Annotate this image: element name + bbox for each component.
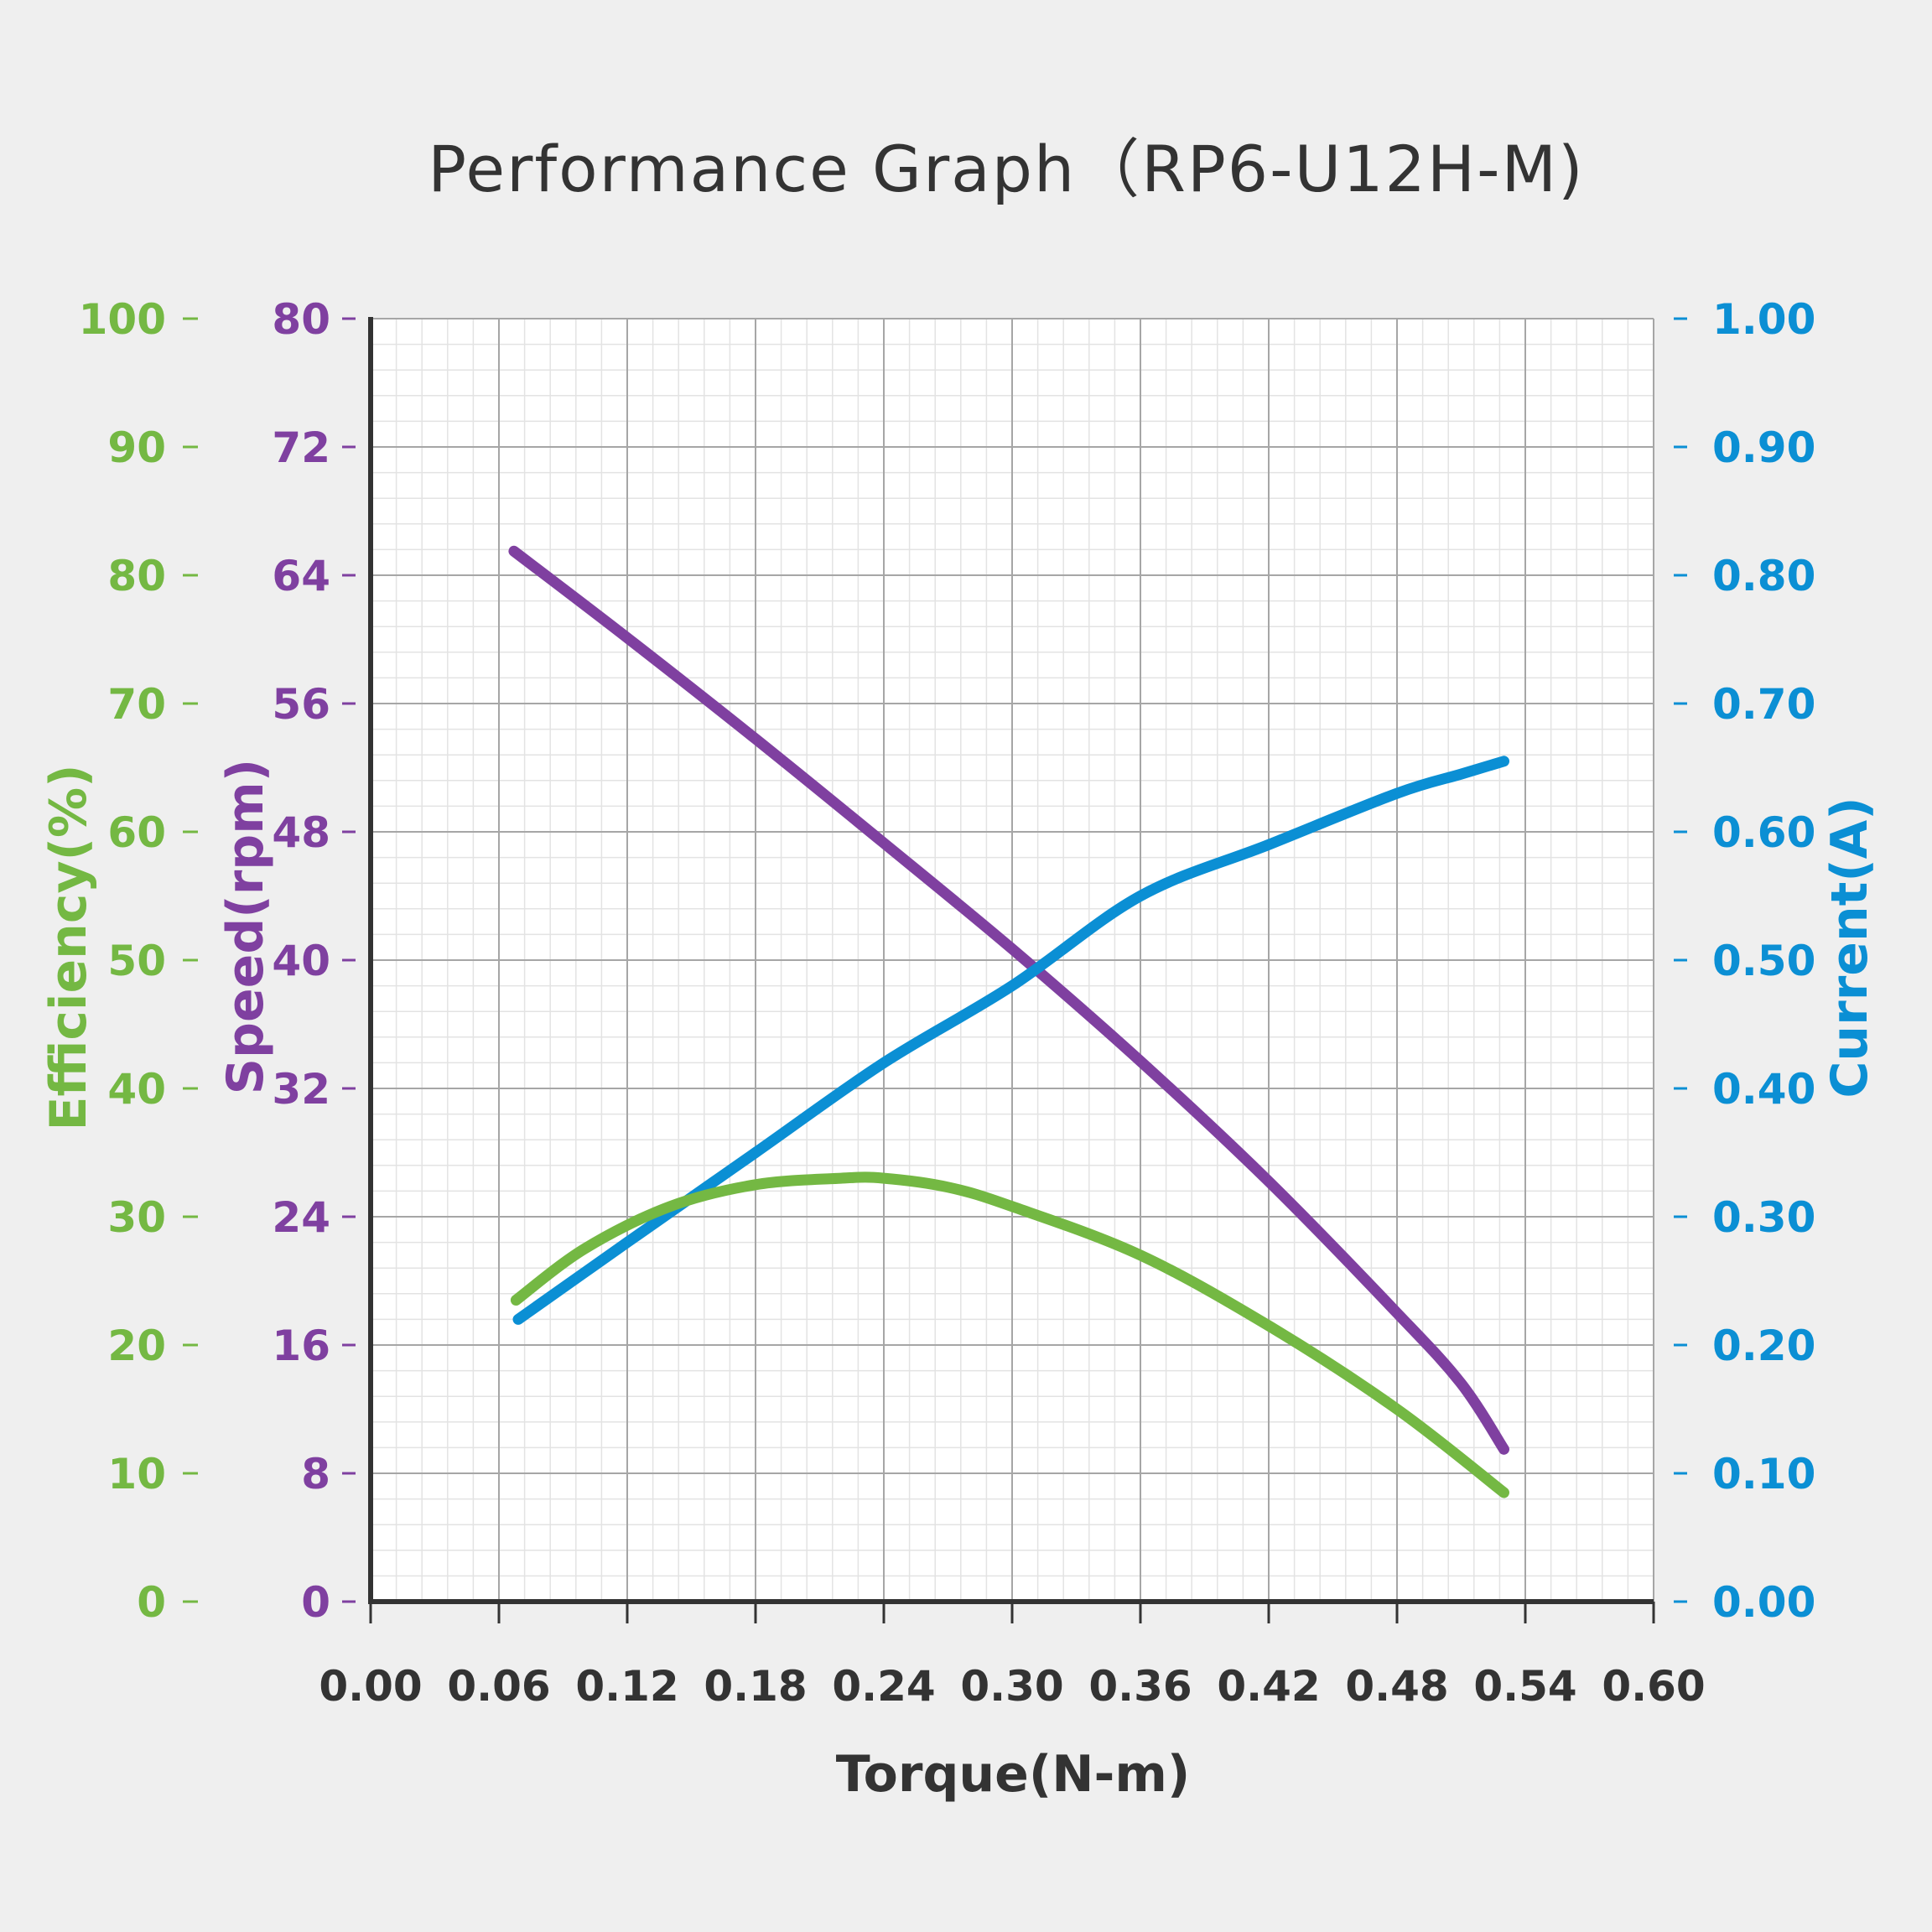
speed-tick-label: 16 xyxy=(272,1322,330,1370)
speed-tick-label: 40 xyxy=(272,937,330,985)
speed-tick-label: 8 xyxy=(301,1450,330,1498)
efficiency-tick-label: 40 xyxy=(107,1065,166,1114)
axis-titles: Torque(N-m) Efficiency(%) Speed(rpm) Curren… xyxy=(39,759,1879,1804)
efficiency-tick-label: 90 xyxy=(107,423,166,472)
current-axis-title: Current(A) xyxy=(1820,797,1879,1098)
speed-axis-title: Speed(rpm) xyxy=(216,759,275,1094)
x-tick-label: 0.60 xyxy=(1602,1662,1705,1711)
current-tick-label: 0.00 xyxy=(1712,1578,1815,1627)
speed-tick-label: 48 xyxy=(272,808,330,857)
major-grid xyxy=(371,318,1654,1602)
efficiency-tick-label: 30 xyxy=(107,1193,166,1242)
speed-tick-label: 72 xyxy=(272,423,330,472)
speed-tick-label: 80 xyxy=(272,295,330,344)
speed-tick-label: 24 xyxy=(272,1193,330,1242)
efficiency-tick-label: 100 xyxy=(79,295,166,344)
x-axis-title: Torque(N-m) xyxy=(836,1745,1191,1804)
data-series xyxy=(508,545,1509,1498)
efficiency-tick-label: 60 xyxy=(107,808,166,857)
efficiency-tick-label: 0 xyxy=(137,1578,166,1627)
x-tick-label: 0.36 xyxy=(1088,1662,1192,1711)
current-tick-label: 0.10 xyxy=(1712,1450,1815,1498)
tick-labels: 0.00 0 0 0.00 0.06 8 10 0.10 0.12 16 20 0.20 0.18 24 3… xyxy=(79,295,1816,1711)
x-tick-label: 0.12 xyxy=(575,1662,678,1711)
current-tick-label: 0.80 xyxy=(1712,552,1815,600)
efficiency-axis-title: Efficiency(%) xyxy=(39,764,98,1130)
speed-series-line xyxy=(508,545,1509,1455)
efficiency-tick-label: 70 xyxy=(107,680,166,729)
current-tick-label: 0.30 xyxy=(1712,1193,1815,1242)
speed-tick-label: 64 xyxy=(272,552,330,600)
efficiency-tick-label: 80 xyxy=(107,552,166,600)
speed-tick-label: 56 xyxy=(272,680,330,729)
current-tick-label: 0.50 xyxy=(1712,937,1815,985)
x-tick-label: 0.48 xyxy=(1345,1662,1448,1711)
efficiency-tick-label: 10 xyxy=(107,1450,166,1498)
x-tick-label: 0.54 xyxy=(1473,1662,1576,1711)
current-tick-label: 1.00 xyxy=(1712,295,1815,344)
current-tick-label: 0.20 xyxy=(1712,1322,1815,1370)
x-tick-label: 0.06 xyxy=(447,1662,550,1711)
current-tick-label: 0.70 xyxy=(1712,680,1815,729)
current-tick-label: 0.40 xyxy=(1712,1065,1815,1114)
efficiency-tick-label: 20 xyxy=(107,1322,166,1370)
x-tick-label: 0.42 xyxy=(1217,1662,1320,1711)
efficiency-tick-label: 50 xyxy=(107,937,166,985)
chart-title: Performance Graph（RP6-U12H-M) xyxy=(428,132,1584,206)
speed-tick-label: 0 xyxy=(301,1578,330,1627)
tick-marks xyxy=(183,317,1687,1623)
x-tick-label: 0.18 xyxy=(704,1662,807,1711)
x-tick-label: 0.24 xyxy=(832,1662,935,1711)
current-tick-label: 0.60 xyxy=(1712,808,1815,857)
speed-tick-label: 32 xyxy=(272,1065,330,1114)
x-tick-label: 0.30 xyxy=(960,1662,1063,1711)
efficiency-series-line xyxy=(510,1171,1509,1498)
x-tick-label: 0.00 xyxy=(319,1662,422,1711)
current-tick-label: 0.90 xyxy=(1712,423,1815,472)
